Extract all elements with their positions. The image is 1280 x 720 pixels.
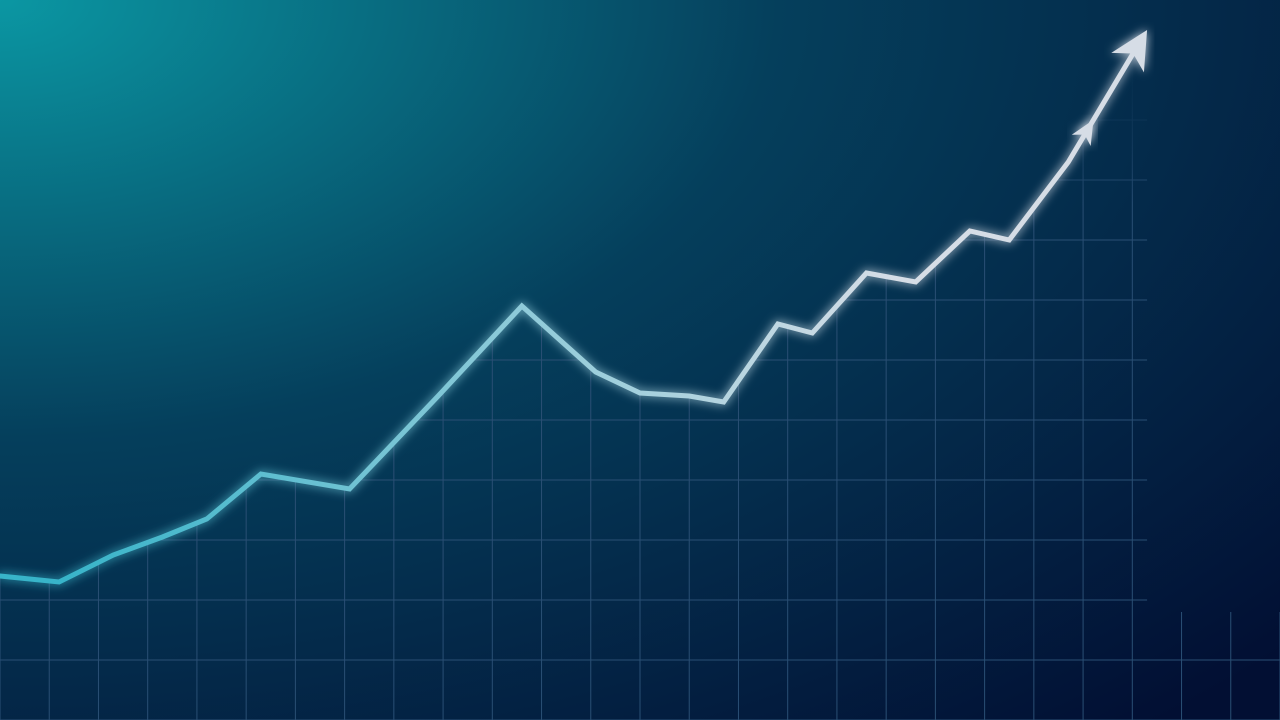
arrowhead-icon bbox=[1111, 30, 1148, 73]
series-line bbox=[0, 30, 1148, 585]
series-path bbox=[0, 51, 1136, 585]
arrow-marker-icon bbox=[1071, 119, 1094, 147]
